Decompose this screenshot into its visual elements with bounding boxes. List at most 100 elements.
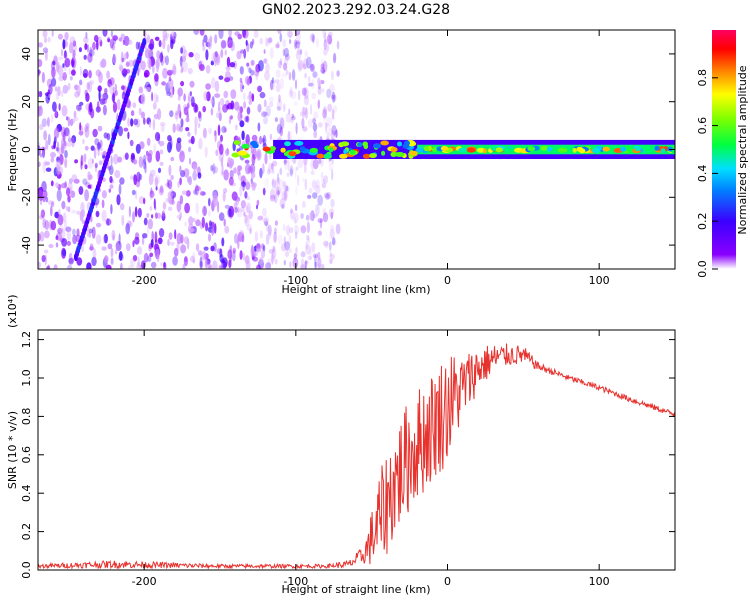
noise-speckle [287, 130, 290, 143]
noise-speckle [138, 107, 142, 116]
noise-speckle [286, 224, 291, 236]
noise-speckle [202, 44, 206, 52]
noise-speckle [57, 227, 63, 234]
noise-speckle [112, 92, 116, 104]
noise-speckle [103, 132, 109, 139]
noise-speckle [112, 101, 118, 113]
noise-speckle [201, 250, 207, 261]
noise-speckle [45, 196, 49, 203]
tone-blob [440, 146, 449, 151]
noise-speckle [114, 170, 121, 179]
noise-speckle [239, 250, 243, 260]
noise-speckle [276, 185, 280, 198]
noise-speckle [330, 224, 335, 231]
noise-speckle [230, 89, 237, 99]
noise-speckle [135, 190, 138, 200]
noise-speckle [88, 174, 93, 180]
noise-speckle [66, 230, 71, 241]
noise-speckle [141, 260, 146, 269]
noise-speckle [143, 117, 146, 125]
noise-speckle [294, 41, 301, 49]
noise-speckle [249, 41, 253, 49]
noise-speckle [158, 140, 165, 147]
noise-speckle [103, 255, 109, 264]
noise-speckle [314, 254, 317, 267]
noise-speckle [322, 113, 328, 125]
tone-blob [381, 150, 386, 156]
noise-speckle [112, 38, 116, 45]
noise-speckle [146, 34, 151, 43]
noise-speckle [313, 253, 319, 259]
noise-speckle [64, 127, 70, 137]
noise-speckle [327, 103, 333, 112]
noise-speckle [192, 252, 195, 262]
noise-speckle [64, 57, 71, 68]
noise-speckle [76, 104, 82, 111]
noise-speckle [59, 228, 66, 239]
noise-speckle [123, 127, 129, 132]
spectrogram-ytick-label: 40 [20, 47, 33, 61]
noise-speckle [66, 187, 71, 197]
noise-speckle [302, 63, 307, 70]
noise-speckle [313, 70, 317, 80]
noise-speckle [66, 142, 72, 147]
noise-speckle [320, 160, 324, 167]
noise-speckle [327, 116, 333, 127]
noise-speckle [191, 96, 195, 107]
noise-speckle [295, 185, 298, 196]
noise-speckle [195, 202, 200, 215]
noise-speckle [194, 116, 198, 127]
noise-speckle [220, 170, 224, 177]
noise-speckle [318, 80, 325, 85]
noise-speckle [300, 213, 304, 219]
noise-speckle [275, 186, 282, 195]
tone-blob [627, 148, 633, 154]
noise-speckle [53, 140, 56, 149]
noise-speckle [152, 65, 155, 74]
streak-point [142, 38, 147, 46]
noise-speckle [291, 116, 296, 121]
noise-speckle [179, 212, 183, 219]
noise-speckle [78, 186, 84, 195]
noise-speckle [96, 143, 100, 152]
noise-speckle [98, 89, 101, 102]
noise-speckle [58, 209, 61, 216]
noise-speckle [300, 264, 306, 269]
snr-panel: -200 -100 0 100 0.0 0.2 0.4 0.6 0.8 1.0 1.2 Height… [6, 295, 676, 596]
noise-speckle [67, 131, 71, 142]
noise-speckle [210, 60, 215, 66]
noise-speckle [311, 179, 317, 189]
noise-speckle [297, 62, 302, 73]
noise-speckle [120, 33, 126, 39]
noise-speckle [245, 163, 251, 175]
noise-speckle [252, 181, 255, 187]
noise-speckle [118, 126, 123, 137]
noise-speckle [248, 67, 252, 74]
noise-speckle [228, 30, 232, 38]
noise-speckle [63, 140, 67, 149]
noise-speckle [212, 260, 218, 269]
noise-speckle [290, 208, 293, 214]
tone-blob [288, 151, 297, 157]
noise-speckle [288, 90, 294, 98]
noise-speckle [51, 66, 56, 79]
noise-speckle [293, 253, 297, 260]
noise-speckle [329, 228, 335, 240]
noise-speckle [267, 162, 274, 174]
noise-speckle [289, 165, 294, 175]
noise-speckle [88, 231, 92, 238]
noise-speckle [157, 167, 162, 173]
noise-speckle [42, 161, 46, 174]
noise-speckle [97, 85, 102, 92]
noise-speckle [227, 156, 231, 165]
noise-speckle [250, 59, 255, 66]
noise-speckle [134, 206, 138, 218]
noise-speckle [167, 206, 173, 212]
noise-speckle [200, 189, 203, 197]
noise-speckle [244, 159, 250, 164]
noise-speckle [44, 230, 50, 239]
noise-speckle [106, 218, 110, 226]
noise-speckle [58, 103, 61, 111]
tone-blob [654, 145, 660, 151]
noise-speckle [115, 240, 122, 252]
